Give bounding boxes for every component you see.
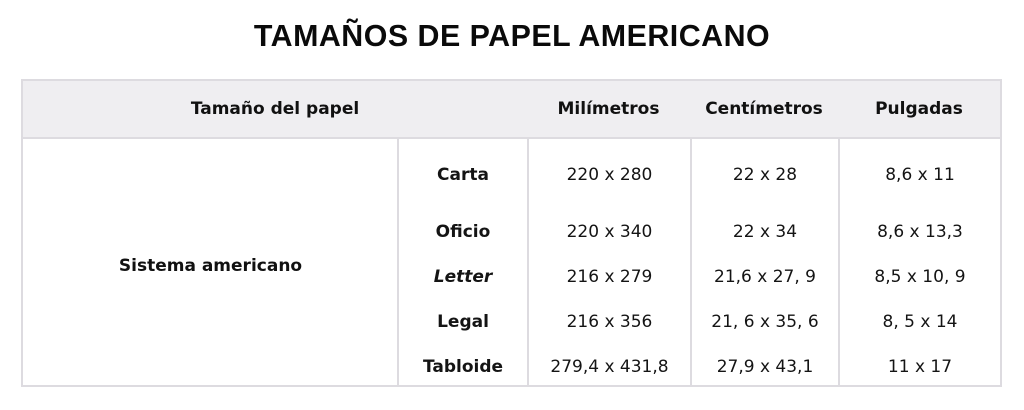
cell-cm: 22 x 28 xyxy=(732,165,798,185)
header-millimeters: Milímetros xyxy=(557,99,660,119)
cell-cm: 21,6 x 27, 9 xyxy=(714,267,816,287)
cell-in: 8,6 x 13,3 xyxy=(877,222,963,242)
column-divider xyxy=(527,137,529,385)
column-divider xyxy=(838,137,840,385)
cell-in: 8, 5 x 14 xyxy=(882,312,958,332)
header-paper-size: Tamaño del papel xyxy=(190,99,360,119)
row-name-letter: Letter xyxy=(433,267,493,287)
cell-mm: 216 x 279 xyxy=(566,267,653,287)
cell-mm: 220 x 280 xyxy=(566,165,653,185)
header-centimeters: Centímetros xyxy=(705,99,823,119)
row-name-tabloide: Tabloide xyxy=(422,357,504,377)
cell-cm: 21, 6 x 35, 6 xyxy=(711,312,819,332)
column-divider xyxy=(690,137,692,385)
row-name-legal: Legal xyxy=(437,312,489,332)
cell-in: 8,5 x 10, 9 xyxy=(874,267,966,287)
header-inches: Pulgadas xyxy=(875,99,963,119)
group-label-american-system: Sistema americano xyxy=(118,256,303,276)
cell-cm: 27,9 x 43,1 xyxy=(716,357,814,377)
cell-cm: 22 x 34 xyxy=(732,222,798,242)
cell-in: 11 x 17 xyxy=(887,357,953,377)
cell-in: 8,6 x 11 xyxy=(885,165,955,185)
table-header: Tamaño del papel Milímetros Centímetros … xyxy=(23,81,1000,139)
cell-mm: 220 x 340 xyxy=(566,222,653,242)
paper-sizes-table: Tamaño del papel Milímetros Centímetros … xyxy=(21,79,1002,387)
page-title: TAMAÑOS DE PAPEL AMERICANO xyxy=(253,18,771,53)
row-name-oficio: Oficio xyxy=(435,222,491,242)
cell-mm: 279,4 x 431,8 xyxy=(550,357,669,377)
row-name-carta: Carta xyxy=(437,165,489,185)
column-divider xyxy=(397,137,399,385)
cell-mm: 216 x 356 xyxy=(566,312,653,332)
